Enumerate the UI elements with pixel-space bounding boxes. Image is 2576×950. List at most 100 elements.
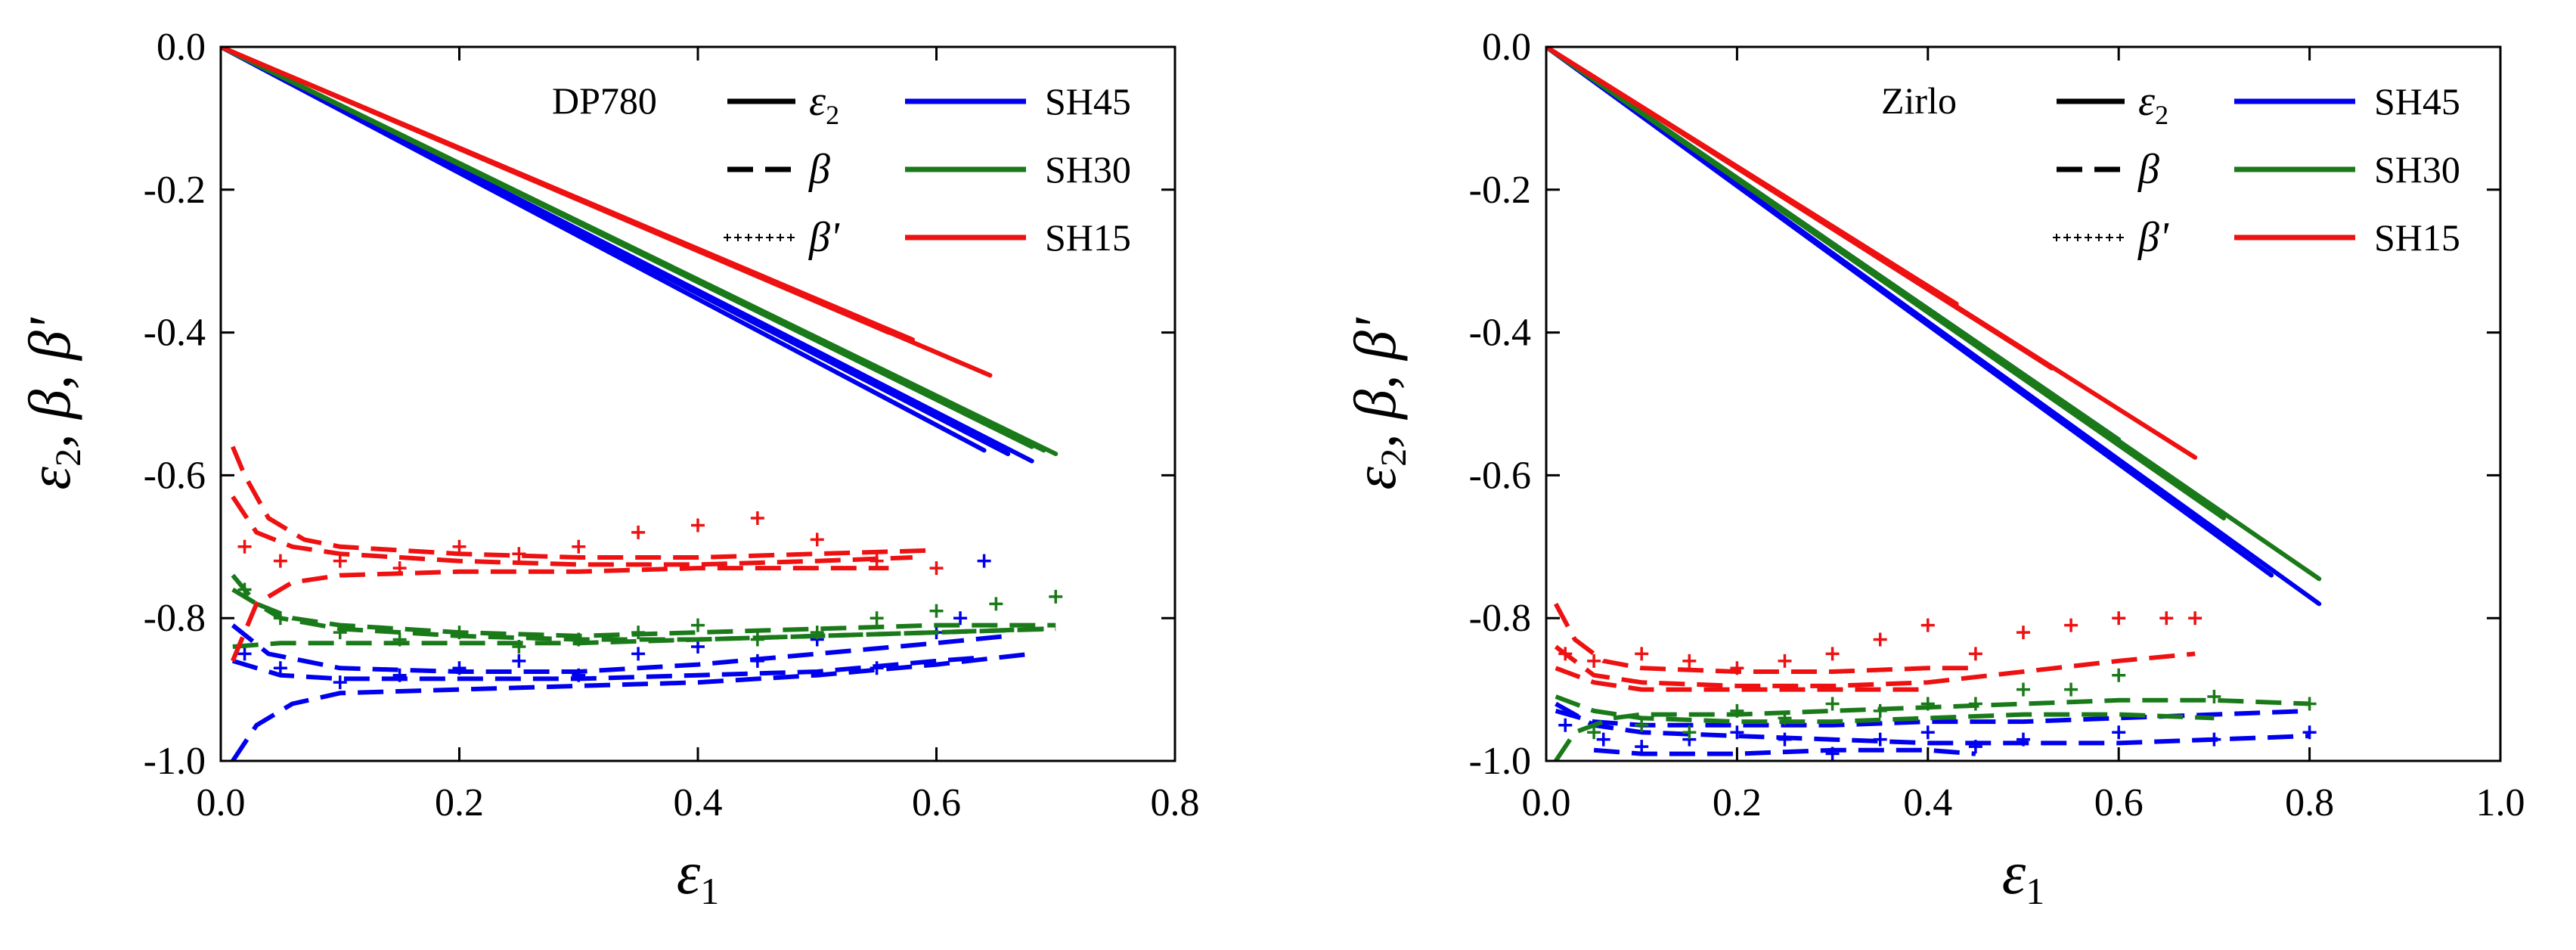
x-tick-label: 1.0 [2476,781,2525,824]
beta-prime-point-sh15 [691,518,705,532]
beta-prime-point-sh15 [750,511,764,526]
beta-prime-point-sh30 [1587,725,1601,740]
beta-prime-point-sh15 [2064,618,2078,632]
beta-prime-point-sh15 [929,561,944,576]
beta-prime-point-sh30 [572,632,586,647]
strain-line-sh30 [221,47,1034,449]
y-tick-label: -0.8 [1469,597,1531,640]
legend-label-style: β [808,146,830,193]
beta-prime-point-sh15 [1778,654,1792,668]
beta-prime-point-sh15 [631,525,646,539]
beta-prime-point-sh45 [2207,732,2221,747]
plot-area [221,47,1063,761]
legend-label-style: β' [808,214,840,261]
beta-prime-point-sh30 [1825,697,1840,711]
beta-prime-point-sh15 [1635,647,1649,661]
y-axis-label: ε2, β, β' [17,317,88,489]
legend-swatch-beta-prime [755,234,763,241]
legend-label-style: ε2 [2138,78,2168,130]
beta-prime-point-sh15 [572,539,586,554]
beta-prime-point-sh15 [1730,661,1744,675]
beta-prime-point-sh45 [1596,732,1610,747]
beta-prime-point-sh30 [929,604,944,618]
beta-prime-point-sh30 [2302,697,2317,711]
beta-prime-point-sh30 [631,626,646,640]
beta-prime-point-sh45 [273,661,287,675]
legend-swatch-beta-prime [2063,234,2071,241]
beta-prime-point-sh45 [1558,718,1573,732]
x-tick-label: 0.4 [1903,781,1952,824]
beta-prime-point-sh45 [512,654,526,668]
beta-prime-point-sh45 [452,661,467,675]
x-tick-label: 0.4 [674,781,723,824]
beta-prime-point-sh30 [452,626,467,640]
chart-panel-zirlo: 0.0 0.2 0.4 0.6 0.8 1.0 0.0 -0.2 -0.4 -0.6 -0.8 -1.… [1342,26,2525,912]
y-tick-label: -0.6 [1469,454,1531,497]
legend-swatch-beta-prime [2074,234,2082,241]
beta-prime-point-sh30 [512,639,526,654]
y-tick-label: -0.6 [144,454,206,497]
beta-prime-point-sh30 [392,632,407,647]
beta-prime-point-sh15 [2188,611,2202,626]
beta-prime-point-sh15 [1682,654,1697,668]
beta-prime-point-sh30 [1968,697,1982,711]
beta-prime-point-sh30 [2112,668,2126,682]
x-tick-label: 0.2 [1713,781,1762,824]
legend-label-style: β [2137,146,2159,193]
y-tick-label: -0.8 [144,597,206,640]
beta-prime-point-sh45 [1635,740,1649,754]
beta-prime-point-sh15 [452,539,467,554]
beta-prime-point-sh30 [2016,682,2030,697]
legend-label-sh15: SH15 [2374,216,2460,259]
axes-frame [219,45,1176,762]
x-axis-label: ε1 [2002,840,2045,912]
beta-prime-point-sh30 [273,611,287,626]
beta-prime-point-sh45 [953,611,968,626]
y-axis-label: ε2, β, β' [1342,317,1414,489]
legend-swatch-beta-prime [2106,234,2113,241]
beta-prime-point-sh30 [1635,718,1649,732]
beta-prime-point-sh30 [691,618,705,632]
beta-prime-point-sh30 [237,582,252,597]
beta-line-sh30 [1554,697,2310,761]
beta-line-sh15 [231,495,913,567]
beta-prime-point-sh15 [870,554,884,568]
beta-prime-point-sh15 [1873,632,1887,647]
legend-label-style: β' [2137,214,2169,261]
beta-prime-point-sh30 [1873,703,1887,718]
x-tick-label: 0.8 [1151,781,1200,824]
strain-line-sh15 [1546,47,1959,306]
beta-line-sh15 [1553,602,1976,674]
beta-prime-point-sh30 [2207,690,2221,704]
legend-swatch-beta-prime [777,234,784,241]
legend-swatch-beta-prime [766,234,773,241]
legend-swatch-beta-prime [2053,234,2060,241]
x-tick-label: 0.6 [912,781,961,824]
legend-swatch-beta-prime [745,234,752,241]
beta-prime-point-sh45 [333,675,347,690]
legend-swatch-beta-prime [734,234,742,241]
y-tick-label: -1.0 [1469,740,1531,783]
y-tick-label: -1.0 [144,740,206,783]
beta-prime-point-sh45 [237,647,252,661]
beta-prime-point-sh30 [810,626,824,640]
beta-line-sh30 [1555,694,2215,725]
beta-prime-point-sh15 [1920,618,1935,632]
legend-label-style: ε2 [809,78,839,130]
x-tick-label: 0.2 [435,781,484,824]
strain-line-sh45 [1546,47,2274,578]
beta-line-sh15 [231,446,937,560]
beta-prime-point-sh15 [2159,611,2174,626]
beta-prime-point-sh15 [1968,647,1982,661]
beta-prime-point-sh45 [870,661,884,675]
x-tick-label: 0.0 [197,781,246,824]
beta-prime-point-sh15 [237,539,252,554]
legend-label-sh15: SH15 [1045,216,1131,259]
beta-line-sh45 [231,651,1033,761]
legend-swatch-beta-prime [2085,234,2092,241]
beta-prime-point-sh45 [392,668,407,682]
strain-line-sh15 [221,47,993,378]
beta-prime-point-sh30 [1920,697,1935,711]
beta-prime-point-sh30 [1730,703,1744,718]
beta-prime-point-sh30 [2064,682,2078,697]
